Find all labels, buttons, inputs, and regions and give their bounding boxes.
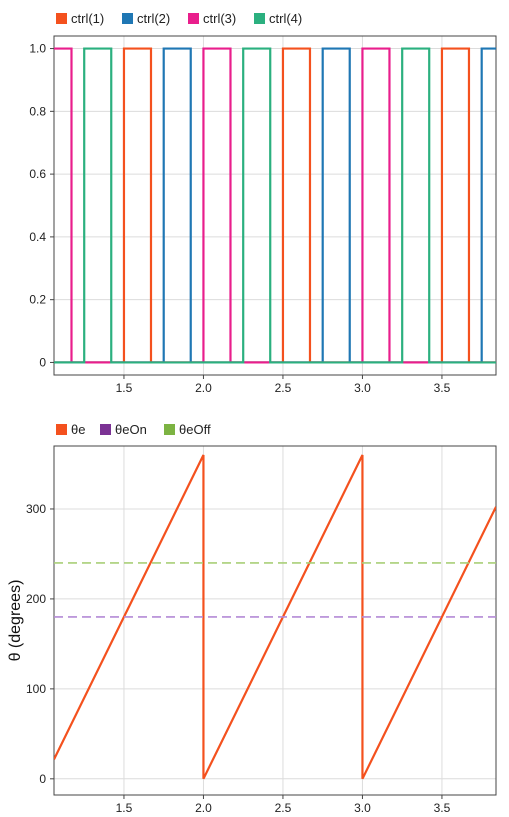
y-tick-label: 0	[39, 355, 46, 369]
y-tick-label: 0.6	[29, 167, 46, 181]
x-tick-label: 3.0	[354, 381, 371, 395]
x-tick-label: 1.5	[116, 381, 133, 395]
y-tick-label: 0.8	[29, 104, 46, 118]
legend-swatch	[254, 13, 265, 24]
plot-area-frame	[53, 35, 497, 376]
x-tick-label: 2.0	[195, 801, 212, 815]
legend-label: θeOn	[115, 422, 147, 437]
legend-label: ctrl(1)	[71, 11, 104, 26]
y-axis-label: θ (degrees)	[7, 580, 24, 662]
plot-area-frame	[53, 445, 497, 796]
legend-swatch	[100, 424, 111, 435]
legend-swatch	[188, 13, 199, 24]
x-tick-label: 3.5	[434, 801, 451, 815]
x-tick-label: 2.5	[275, 381, 292, 395]
legend-label: ctrl(2)	[137, 11, 170, 26]
y-tick-label: 1.0	[29, 42, 46, 56]
legend-swatch	[122, 13, 133, 24]
series-line-1	[54, 454, 496, 780]
legend-swatch	[164, 424, 175, 435]
legend-label: ctrl(4)	[269, 11, 302, 26]
series-line-1	[54, 47, 496, 364]
series-group	[54, 454, 496, 780]
legend: θe θeOn θeOff	[56, 422, 211, 437]
x-tick-label: 3.0	[354, 801, 371, 815]
x-tick-label: 2.0	[195, 381, 212, 395]
x-tick-label: 3.5	[434, 381, 451, 395]
legend: ctrl(1) ctrl(2) ctrl(3) ctrl(4)	[56, 11, 302, 26]
series-group	[54, 47, 496, 364]
x-tick-label: 1.5	[116, 801, 133, 815]
x-tick-label: 2.5	[275, 801, 292, 815]
series-line-2	[54, 47, 496, 364]
y-tick-label: 0.4	[29, 230, 46, 244]
y-tick-label: 200	[26, 592, 46, 606]
y-tick-label: 0.2	[29, 293, 46, 307]
legend-swatch	[56, 13, 67, 24]
y-tick-label: 100	[26, 682, 46, 696]
y-tick-label: 0	[39, 772, 46, 786]
legend-label: ctrl(3)	[203, 11, 236, 26]
legend-swatch	[56, 424, 67, 435]
series-line-4	[54, 47, 496, 364]
grid	[54, 446, 496, 795]
y-tick-label: 300	[26, 502, 46, 516]
legend-label: θeOff	[179, 422, 211, 437]
legend-label: θe	[71, 422, 85, 437]
series-line-3	[54, 47, 496, 364]
